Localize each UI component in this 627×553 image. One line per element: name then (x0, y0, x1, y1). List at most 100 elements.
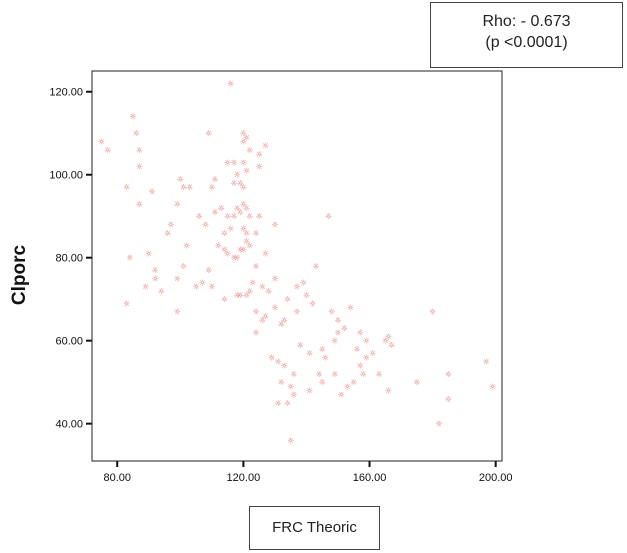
data-point: ☼ (369, 349, 376, 358)
data-point: ☼ (356, 362, 363, 371)
data-point: ☼ (174, 274, 181, 283)
data-point: ☼ (445, 370, 452, 379)
x-axis-label-box: FRC Theoric (249, 506, 380, 550)
data-point: ☼ (309, 299, 316, 308)
data-point: ☼ (145, 250, 152, 259)
data-point: ☼ (208, 183, 215, 192)
data-point: ☼ (196, 212, 203, 221)
data-point: ☼ (363, 353, 370, 362)
data-point: ☼ (274, 399, 281, 408)
x-axis-ticks: 80.00 120.00 160.00 200.00 (103, 461, 513, 484)
data-point: ☼ (344, 382, 351, 391)
data-point: ☼ (429, 308, 436, 317)
data-point: ☼ (240, 183, 247, 192)
data-point: ☼ (338, 391, 345, 400)
data-point: ☼ (174, 200, 181, 209)
plot-frame (91, 70, 503, 462)
data-point: ☼ (353, 345, 360, 354)
data-point: ☼ (331, 337, 338, 346)
data-point: ☼ (334, 328, 341, 337)
data-point: ☼ (240, 138, 247, 147)
data-point: ☼ (271, 274, 278, 283)
data-point: ☼ (243, 204, 250, 213)
data-point: ☼ (319, 345, 326, 354)
data-point: ☼ (483, 357, 490, 366)
data-points: ☼☼☼☼☼☼☼☼☼☼☼☼☼☼☼☼☼☼☼☼☼☼☼☼☼☼☼☼☼☼☼☼☼☼☼☼☼☼☼☼… (98, 79, 496, 445)
data-point: ☼ (148, 187, 155, 196)
y-tick-label: 120.00 (49, 87, 83, 99)
data-point: ☼ (221, 245, 228, 254)
data-point: ☼ (230, 179, 237, 188)
data-point: ☼ (246, 212, 253, 221)
data-point: ☼ (265, 287, 272, 296)
data-point: ☼ (237, 245, 244, 254)
x-axis-label: FRC Theoric (272, 519, 357, 536)
data-point: ☼ (293, 308, 300, 317)
data-point: ☼ (158, 287, 165, 296)
data-point: ☼ (164, 229, 171, 238)
data-point: ☼ (243, 167, 250, 176)
data-point: ☼ (281, 316, 288, 325)
data-point: ☼ (224, 212, 231, 221)
data-point: ☼ (319, 378, 326, 387)
data-point: ☼ (315, 370, 322, 379)
data-point: ☼ (435, 420, 442, 429)
data-point: ☼ (312, 262, 319, 271)
y-axis-ticks: 40.00 60.00 80.00 100.00 120.00 (49, 87, 92, 431)
data-point: ☼ (284, 295, 291, 304)
data-point: ☼ (356, 328, 363, 337)
data-point: ☼ (328, 308, 335, 317)
data-point: ☼ (167, 221, 174, 230)
data-point: ☼ (290, 391, 297, 400)
data-point: ☼ (224, 250, 231, 259)
data-point: ☼ (240, 200, 247, 209)
data-point: ☼ (227, 225, 234, 234)
data-point: ☼ (287, 382, 294, 391)
data-point: ☼ (237, 291, 244, 300)
data-point: ☼ (252, 308, 259, 317)
data-point: ☼ (192, 283, 199, 292)
data-point: ☼ (306, 386, 313, 395)
data-point: ☼ (174, 308, 181, 317)
data-point: ☼ (218, 204, 225, 213)
data-point: ☼ (325, 212, 332, 221)
data-point: ☼ (271, 221, 278, 230)
data-point: ☼ (259, 316, 266, 325)
data-point: ☼ (246, 287, 253, 296)
data-point: ☼ (252, 229, 259, 238)
data-point: ☼ (268, 353, 275, 362)
data-point: ☼ (240, 225, 247, 234)
data-point: ☼ (233, 291, 240, 300)
data-point: ☼ (331, 370, 338, 379)
x-tick-label: 120.00 (227, 472, 261, 484)
data-point: ☼ (227, 79, 234, 88)
data-point: ☼ (205, 129, 212, 138)
scatter-plot: 40.00 60.00 80.00 100.00 120.00 80.00 120.00 1… (49, 70, 513, 484)
data-point: ☼ (199, 279, 206, 288)
data-point: ☼ (262, 312, 269, 321)
data-point: ☼ (237, 208, 244, 217)
data-point: ☼ (256, 150, 263, 159)
data-point: ☼ (215, 241, 222, 250)
data-point: ☼ (363, 337, 370, 346)
data-point: ☼ (382, 337, 389, 346)
y-tick-label: 80.00 (55, 253, 83, 265)
data-point: ☼ (211, 175, 218, 184)
y-tick-label: 60.00 (55, 336, 83, 348)
data-point: ☼ (284, 399, 291, 408)
data-point: ☼ (287, 436, 294, 445)
data-point: ☼ (136, 200, 143, 209)
data-point: ☼ (104, 146, 111, 155)
data-point: ☼ (385, 386, 392, 395)
data-point: ☼ (205, 266, 212, 275)
data-point: ☼ (240, 129, 247, 138)
data-point: ☼ (306, 349, 313, 358)
data-point: ☼ (300, 279, 307, 288)
data-point: ☼ (151, 274, 158, 283)
data-point: ☼ (252, 262, 259, 271)
data-point: ☼ (136, 146, 143, 155)
data-point: ☼ (385, 333, 392, 342)
data-point: ☼ (129, 113, 136, 122)
data-point: ☼ (230, 254, 237, 263)
data-point: ☼ (278, 378, 285, 387)
